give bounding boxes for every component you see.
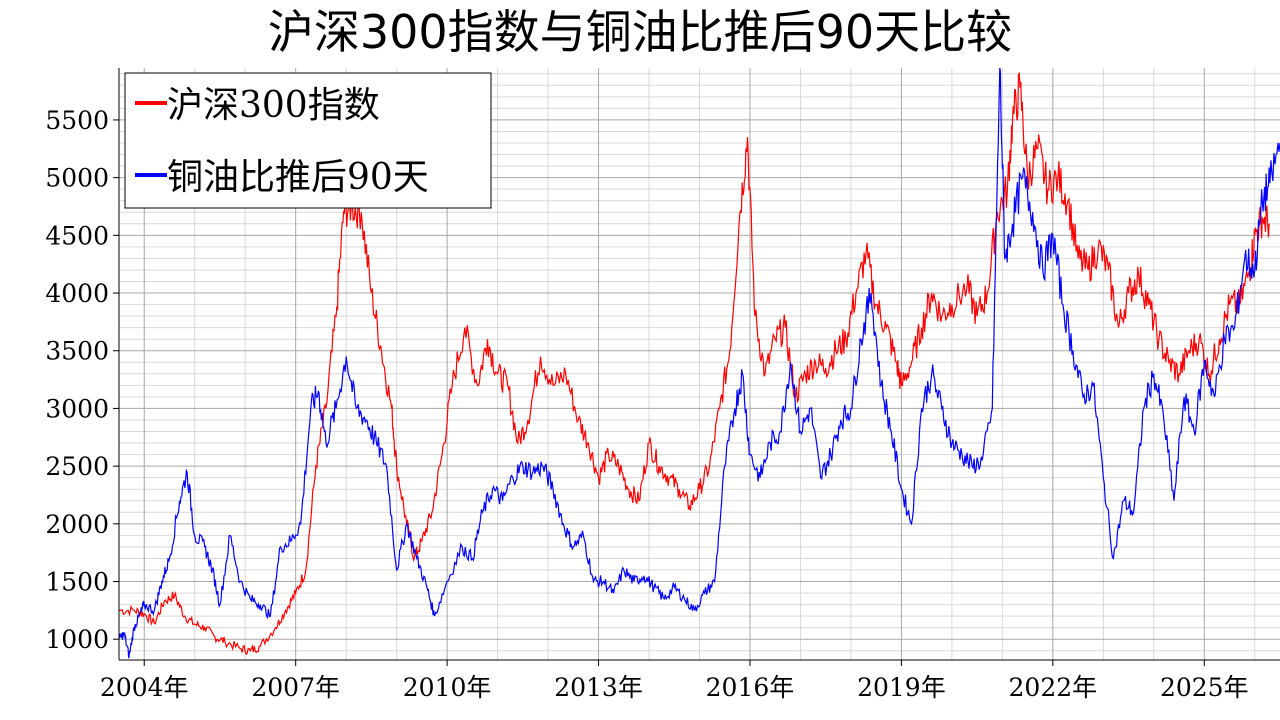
series-layer <box>118 67 1280 659</box>
x-tick-label: 2007年 <box>251 673 340 702</box>
x-tick-label: 2025年 <box>1160 673 1249 702</box>
y-tick-label: 3000 <box>45 394 109 423</box>
y-tick-label: 5000 <box>45 164 109 193</box>
x-tick-label: 2022年 <box>1009 673 1098 702</box>
y-tick-label: 4000 <box>45 279 109 308</box>
series-line-copper-oil <box>118 67 1280 659</box>
legend-box <box>124 72 492 209</box>
x-tick-labels: 2004年 2007年 2010年 2013年 2016年 2019年 2022年 2025年 <box>100 673 1249 702</box>
y-tick-labels: 1000 1500 2000 2500 3000 3500 4000 4500 5000 5500 <box>45 106 109 654</box>
y-tick-label: 4500 <box>45 221 109 250</box>
axes <box>118 68 1280 661</box>
y-tick-label: 1000 <box>45 625 109 654</box>
legend-label-hs300: 沪深300指数 <box>167 85 380 126</box>
y-tick-label: 1500 <box>45 568 109 597</box>
x-tick-label: 2004年 <box>100 673 189 702</box>
y-tick-label: 5500 <box>45 106 109 135</box>
minor-grid <box>119 68 1280 660</box>
x-tick-label: 2019年 <box>857 673 946 702</box>
series-line-hs300 <box>118 71 1271 656</box>
y-tick-label: 3500 <box>45 337 109 366</box>
x-tick-label: 2010年 <box>403 673 492 702</box>
chart-title: 沪深300指数与铜油比推后90天比较 <box>267 5 1013 59</box>
y-tick-label: 2500 <box>45 452 109 481</box>
legend-label-copper-oil: 铜油比推后90天 <box>167 157 429 198</box>
x-tick-label: 2013年 <box>554 673 643 702</box>
y-tick-label: 2000 <box>45 510 109 539</box>
x-tick-label: 2016年 <box>706 673 795 702</box>
legend: 沪深300指数 铜油比推后90天 <box>124 72 492 209</box>
